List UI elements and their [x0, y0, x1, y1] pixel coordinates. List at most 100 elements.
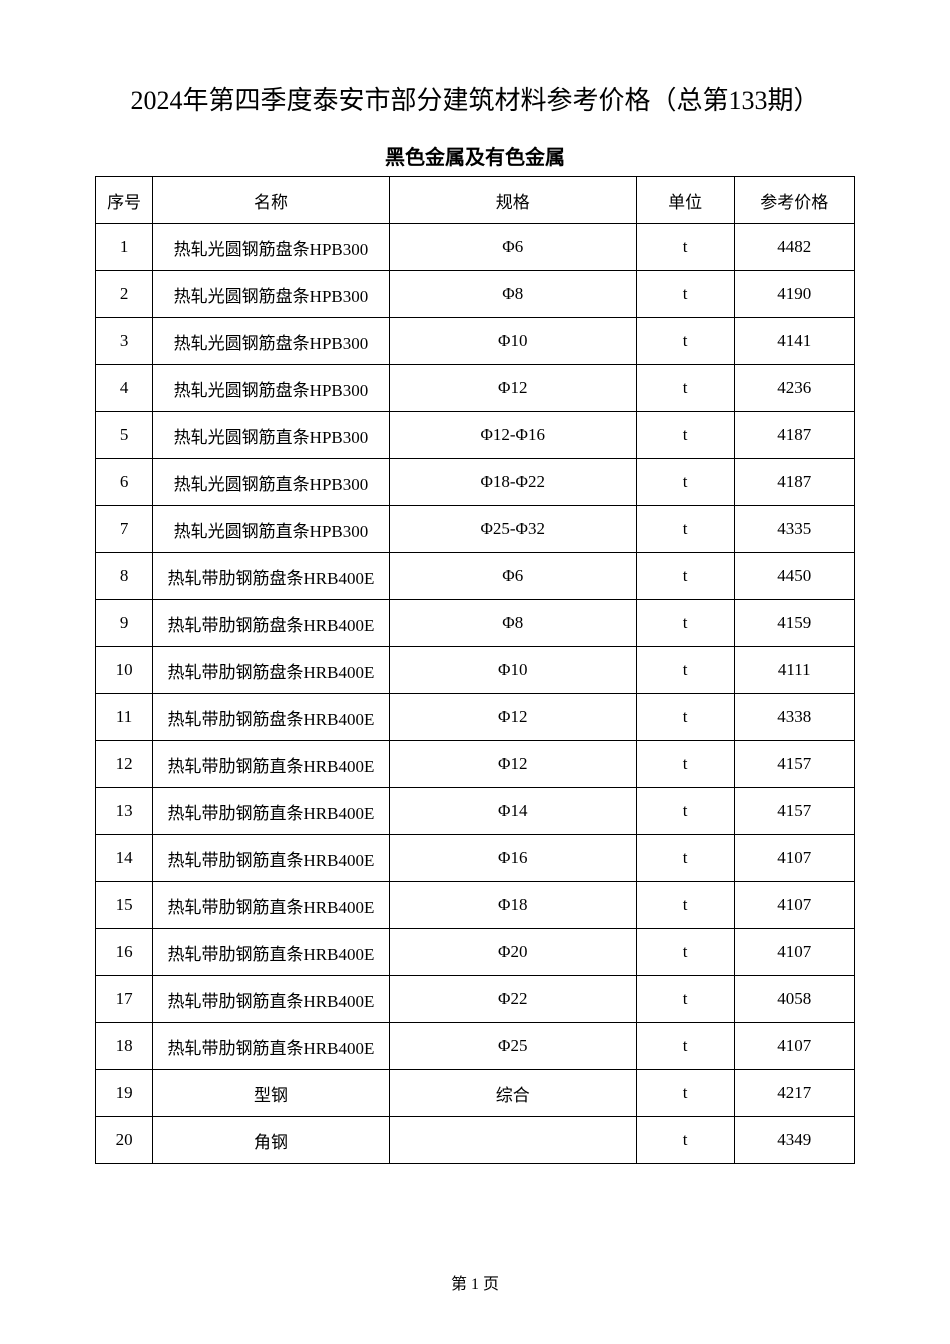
table-cell: t [636, 506, 734, 553]
table-row: 6热轧光圆钢筋直条HPB300Φ18-Φ22t4187 [96, 459, 855, 506]
table-cell [389, 1117, 636, 1164]
table-cell: 18 [96, 1023, 153, 1070]
table-cell: 6 [96, 459, 153, 506]
table-cell: Φ12 [389, 694, 636, 741]
table-row: 12热轧带肋钢筋直条HRB400EΦ12t4157 [96, 741, 855, 788]
table-row: 5热轧光圆钢筋直条HPB300Φ12-Φ16t4187 [96, 412, 855, 459]
table-cell: t [636, 365, 734, 412]
table-cell: 4 [96, 365, 153, 412]
table-cell: t [636, 1117, 734, 1164]
table-cell: Φ25 [389, 1023, 636, 1070]
table-cell: 热轧光圆钢筋盘条HPB300 [153, 224, 390, 271]
table-cell: t [636, 600, 734, 647]
table-cell: t [636, 647, 734, 694]
table-cell: 4107 [734, 882, 854, 929]
table-cell: 4187 [734, 459, 854, 506]
table-header-row: 序号 名称 规格 单位 参考价格 [96, 177, 855, 224]
table-cell: t [636, 976, 734, 1023]
page-subtitle: 黑色金属及有色金属 [95, 141, 855, 170]
table-cell: Φ10 [389, 318, 636, 365]
table-row: 20角钢 t4349 [96, 1117, 855, 1164]
table-cell: Φ12-Φ16 [389, 412, 636, 459]
col-header-unit: 单位 [636, 177, 734, 224]
table-cell: 热轧带肋钢筋直条HRB400E [153, 741, 390, 788]
col-header-price: 参考价格 [734, 177, 854, 224]
table-cell: t [636, 835, 734, 882]
table-cell: 3 [96, 318, 153, 365]
table-cell: 4141 [734, 318, 854, 365]
table-cell: Φ16 [389, 835, 636, 882]
table-cell: 热轧带肋钢筋盘条HRB400E [153, 600, 390, 647]
table-cell: t [636, 271, 734, 318]
table-row: 11热轧带肋钢筋盘条HRB400EΦ12t4338 [96, 694, 855, 741]
table-cell: Φ18 [389, 882, 636, 929]
table-row: 9热轧带肋钢筋盘条HRB400EΦ8t4159 [96, 600, 855, 647]
table-cell: 4190 [734, 271, 854, 318]
table-cell: 综合 [389, 1070, 636, 1117]
table-cell: Φ12 [389, 741, 636, 788]
table-row: 13热轧带肋钢筋直条HRB400EΦ14t4157 [96, 788, 855, 835]
table-row: 17热轧带肋钢筋直条HRB400EΦ22t4058 [96, 976, 855, 1023]
table-cell: 4159 [734, 600, 854, 647]
table-cell: 11 [96, 694, 153, 741]
table-cell: t [636, 929, 734, 976]
table-cell: 17 [96, 976, 153, 1023]
col-header-spec: 规格 [389, 177, 636, 224]
table-row: 2热轧光圆钢筋盘条HPB300Φ8t4190 [96, 271, 855, 318]
table-cell: 5 [96, 412, 153, 459]
table-cell: 型钢 [153, 1070, 390, 1117]
table-cell: 4111 [734, 647, 854, 694]
table-cell: 4107 [734, 835, 854, 882]
table-cell: 热轧带肋钢筋直条HRB400E [153, 788, 390, 835]
table-cell: 12 [96, 741, 153, 788]
table-cell: 热轧光圆钢筋直条HPB300 [153, 506, 390, 553]
table-cell: 4335 [734, 506, 854, 553]
table-cell: 4482 [734, 224, 854, 271]
table-cell: 4058 [734, 976, 854, 1023]
page-footer: 第 1 页 [0, 1270, 950, 1294]
table-row: 15热轧带肋钢筋直条HRB400EΦ18t4107 [96, 882, 855, 929]
table-cell: 10 [96, 647, 153, 694]
table-cell: 4338 [734, 694, 854, 741]
table-cell: 角钢 [153, 1117, 390, 1164]
table-cell: 4450 [734, 553, 854, 600]
table-cell: 4236 [734, 365, 854, 412]
table-cell: 4157 [734, 741, 854, 788]
price-table: 序号 名称 规格 单位 参考价格 1热轧光圆钢筋盘条HPB300Φ6t44822… [95, 176, 855, 1164]
table-row: 19型钢综合t4217 [96, 1070, 855, 1117]
table-cell: t [636, 553, 734, 600]
col-header-seq: 序号 [96, 177, 153, 224]
table-cell: 4107 [734, 929, 854, 976]
table-cell: 20 [96, 1117, 153, 1164]
table-cell: 2 [96, 271, 153, 318]
table-cell: 热轧光圆钢筋盘条HPB300 [153, 271, 390, 318]
table-row: 14热轧带肋钢筋直条HRB400EΦ16t4107 [96, 835, 855, 882]
table-cell: Φ20 [389, 929, 636, 976]
table-cell: 4107 [734, 1023, 854, 1070]
table-cell: Φ22 [389, 976, 636, 1023]
table-row: 1热轧光圆钢筋盘条HPB300Φ6t4482 [96, 224, 855, 271]
table-cell: 热轧光圆钢筋盘条HPB300 [153, 318, 390, 365]
table-row: 18热轧带肋钢筋直条HRB400EΦ25t4107 [96, 1023, 855, 1070]
table-cell: t [636, 694, 734, 741]
table-cell: 热轧带肋钢筋盘条HRB400E [153, 647, 390, 694]
table-cell: t [636, 459, 734, 506]
table-cell: 热轧光圆钢筋直条HPB300 [153, 459, 390, 506]
table-cell: Φ14 [389, 788, 636, 835]
table-cell: 4349 [734, 1117, 854, 1164]
page-title: 2024年第四季度泰安市部分建筑材料参考价格（总第133期） [95, 80, 855, 117]
table-cell: 热轧光圆钢筋盘条HPB300 [153, 365, 390, 412]
table-cell: 7 [96, 506, 153, 553]
table-cell: t [636, 788, 734, 835]
table-cell: Φ8 [389, 600, 636, 647]
table-cell: 4187 [734, 412, 854, 459]
col-header-name: 名称 [153, 177, 390, 224]
table-cell: 4217 [734, 1070, 854, 1117]
table-cell: 9 [96, 600, 153, 647]
table-cell: 热轧带肋钢筋盘条HRB400E [153, 553, 390, 600]
table-cell: t [636, 741, 734, 788]
table-cell: Φ6 [389, 553, 636, 600]
table-cell: Φ18-Φ22 [389, 459, 636, 506]
table-row: 7热轧光圆钢筋直条HPB300Φ25-Φ32t4335 [96, 506, 855, 553]
table-cell: 8 [96, 553, 153, 600]
